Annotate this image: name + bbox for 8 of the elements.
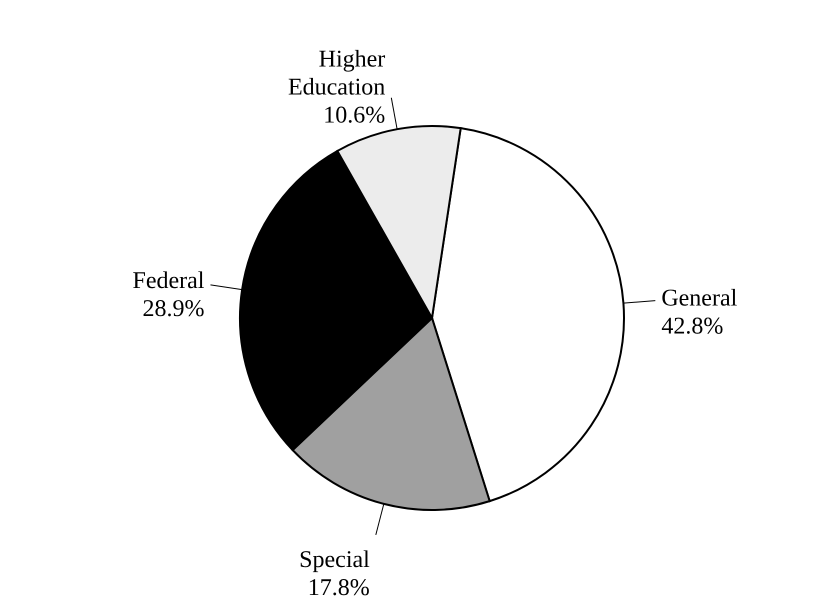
data-label: 10.6% [323, 102, 386, 128]
slice-label: Federal [132, 268, 205, 294]
slice-label: Higher Education [288, 46, 386, 100]
data-label: 42.8% [661, 314, 724, 340]
slice-label: Special [299, 547, 370, 574]
data-label: 17.8% [308, 575, 370, 602]
data-label: 28.9% [142, 296, 204, 322]
slice-label: General [661, 286, 738, 312]
